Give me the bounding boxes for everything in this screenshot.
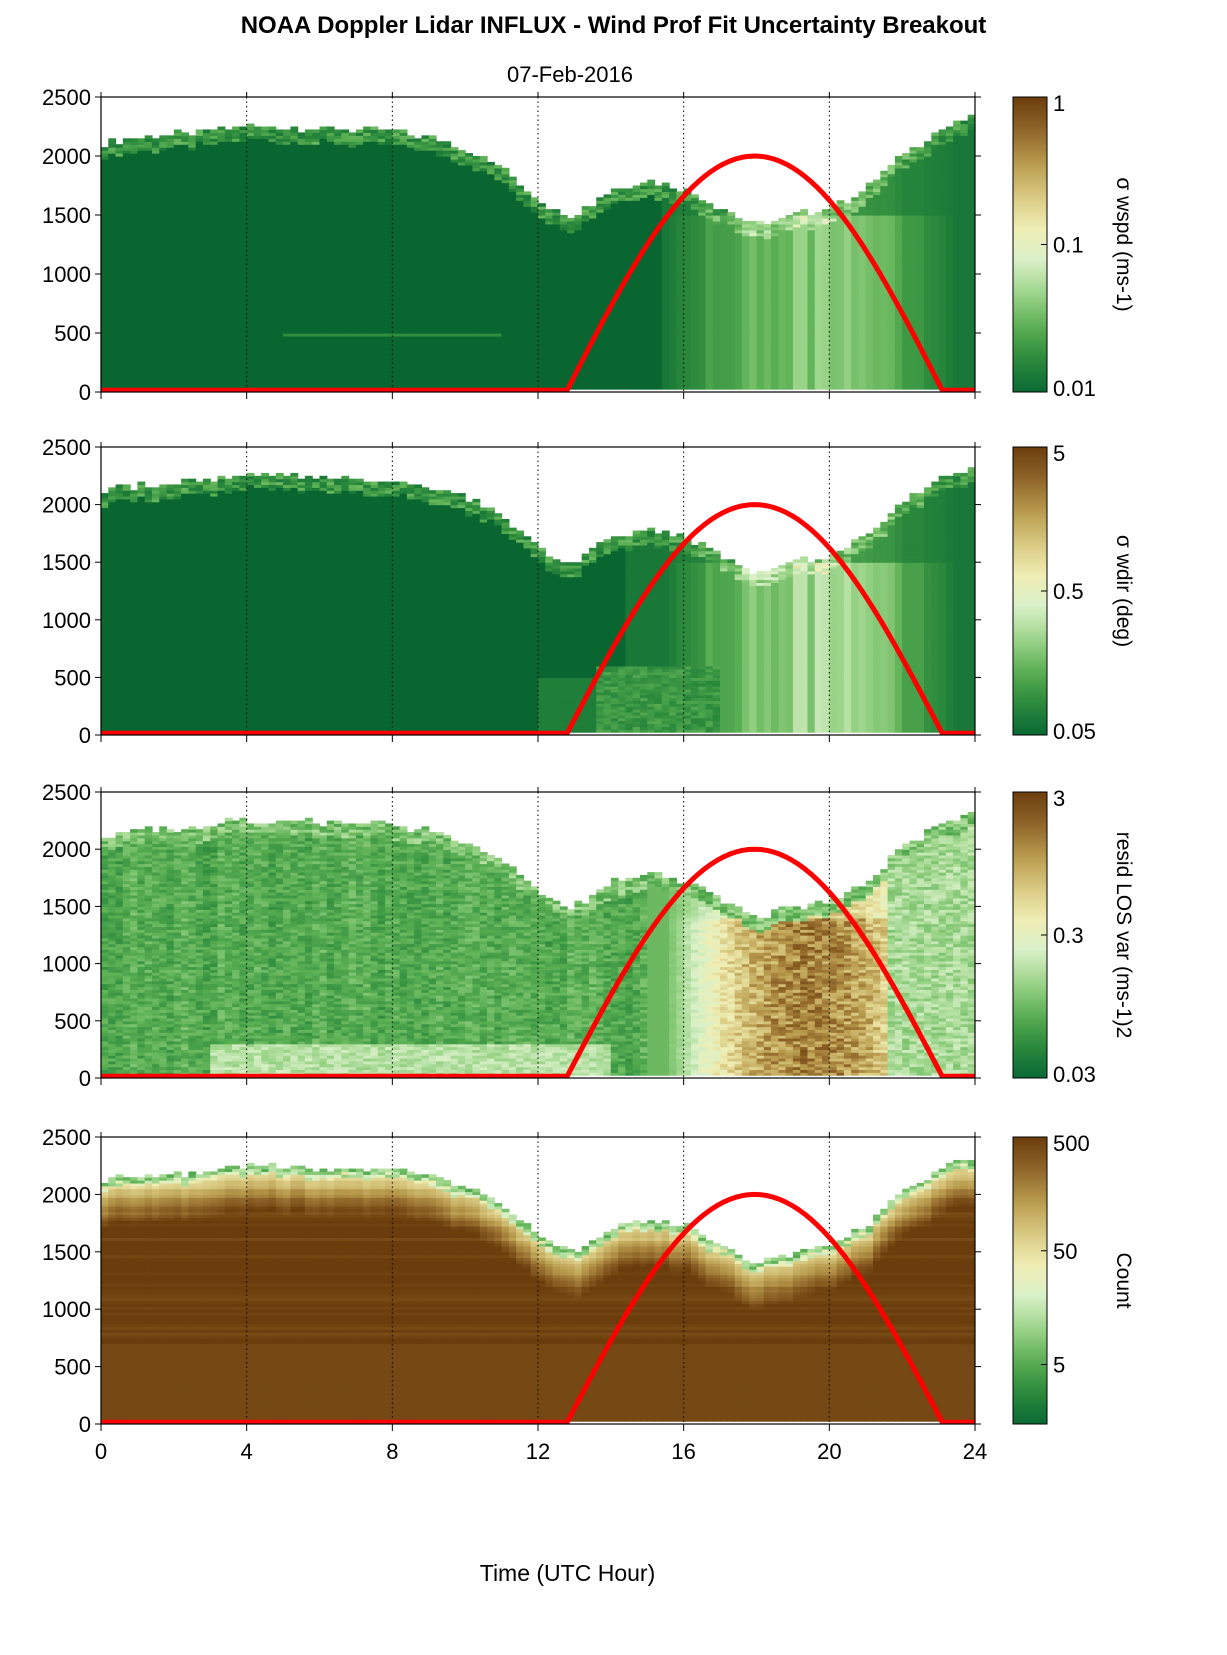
panel-wdir: 0 500 1000 1500 2000 2500 0.05 0.5 5 σ wdir (deg) bbox=[42, 435, 1135, 748]
y-tick-label: 1500 bbox=[42, 203, 91, 228]
colorbar-tick-label: 5 bbox=[1053, 441, 1065, 466]
y-tick-label: 2000 bbox=[42, 493, 91, 518]
y-tick-label: 500 bbox=[54, 1009, 91, 1034]
y-tick-label: 2000 bbox=[42, 144, 91, 169]
y-tick-label: 1500 bbox=[42, 894, 91, 919]
panel-resid: 0 500 1000 1500 2000 2500 0.03 0.3 3 resid LOS va… bbox=[42, 780, 1135, 1091]
y-tick-label: 1500 bbox=[42, 550, 91, 575]
x-tick-label: 16 bbox=[671, 1439, 695, 1464]
y-tick-label: 1000 bbox=[42, 952, 91, 977]
colorbar-label: resid LOS var (ms-1)2 bbox=[1112, 832, 1135, 1039]
colorbar-tick-label: 5 bbox=[1053, 1353, 1065, 1378]
figure-title: NOAA Doppler Lidar INFLUX - Wind Prof Fi… bbox=[0, 12, 1227, 40]
y-tick-label: 1500 bbox=[42, 1240, 91, 1265]
x-tick-label: 12 bbox=[526, 1439, 550, 1464]
y-tick-label: 1000 bbox=[42, 608, 91, 633]
y-tick-label: 0 bbox=[79, 1412, 91, 1437]
y-tick-label: 2500 bbox=[42, 1125, 91, 1150]
colorbar-tick-label: 50 bbox=[1053, 1239, 1077, 1264]
y-tick-label: 1000 bbox=[42, 262, 91, 287]
x-tick-label: 0 bbox=[95, 1439, 107, 1464]
heatmap-resid bbox=[101, 812, 975, 1076]
colorbar-tick-label: 0.5 bbox=[1053, 579, 1084, 604]
x-tick-label: 20 bbox=[817, 1439, 841, 1464]
y-tick-label: 2000 bbox=[42, 837, 91, 862]
y-tick-label: 1000 bbox=[42, 1297, 91, 1322]
sun-elevation-curve bbox=[101, 502, 975, 735]
y-tick-label: 500 bbox=[54, 321, 91, 346]
colorbar-tick-label: 1 bbox=[1053, 91, 1065, 116]
y-tick-label: 0 bbox=[79, 380, 91, 405]
x-tick-label: 8 bbox=[386, 1439, 398, 1464]
sun-elevation-curve bbox=[101, 153, 975, 392]
y-tick-label: 2000 bbox=[42, 1182, 91, 1207]
colorbar-tick-label: 0.05 bbox=[1053, 719, 1096, 744]
heatmap-wspd bbox=[101, 114, 975, 390]
x-tick-label: 4 bbox=[241, 1439, 253, 1464]
colorbar-tick-label: 0.03 bbox=[1053, 1062, 1096, 1087]
y-tick-label: 0 bbox=[79, 1066, 91, 1091]
colorbar-tick-label: 500 bbox=[1053, 1131, 1090, 1156]
panel-count: 0 500 1000 1500 2000 2500 0 4 8 12 16 20 24 5 50 500 Cou… bbox=[42, 1125, 1135, 1464]
figure-subtitle: 07-Feb-2016 bbox=[0, 62, 1140, 88]
colorbar-label: Count bbox=[1112, 1252, 1135, 1308]
y-tick-label: 0 bbox=[79, 723, 91, 748]
heatmap-count bbox=[101, 1159, 975, 1422]
colorbar bbox=[1012, 1136, 1048, 1425]
colorbar-tick-label: 0.3 bbox=[1053, 923, 1084, 948]
y-tick-label: 500 bbox=[54, 665, 91, 690]
colorbar-tick-label: 3 bbox=[1053, 786, 1065, 811]
y-tick-label: 2500 bbox=[42, 435, 91, 460]
colorbar-tick-label: 0.1 bbox=[1053, 233, 1084, 258]
colorbar-label: σ wspd (ms-1) bbox=[1112, 177, 1135, 311]
x-tick-label: 24 bbox=[963, 1439, 987, 1464]
sun-elevation-curve bbox=[101, 1191, 975, 1424]
panel-wspd: 0 500 1000 1500 2000 2500 0.01 0.1 1 σ wspd (ms-1… bbox=[42, 85, 1135, 405]
colorbar-label: σ wdir (deg) bbox=[1112, 535, 1135, 647]
heatmap-wdir bbox=[101, 467, 975, 733]
y-tick-label: 2500 bbox=[42, 780, 91, 805]
y-tick-label: 2500 bbox=[42, 85, 91, 110]
y-tick-label: 500 bbox=[54, 1355, 91, 1380]
x-axis-label: Time (UTC Hour) bbox=[105, 1560, 1030, 1587]
sun-elevation-curve bbox=[101, 846, 975, 1078]
colorbar-tick-label: 0.01 bbox=[1053, 376, 1096, 401]
